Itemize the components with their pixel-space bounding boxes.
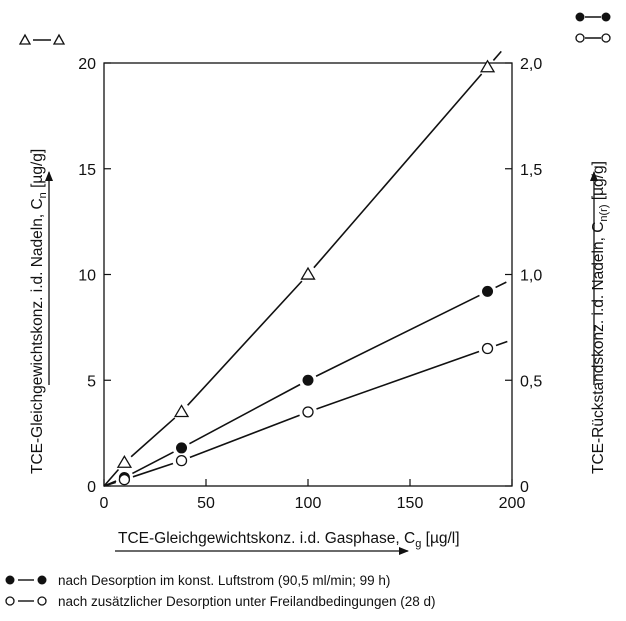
x-tick-label: 100 [295, 495, 322, 512]
x-axis-title: TCE-Gleichgewichtskonz. i.d. Gasphase, C… [118, 530, 460, 550]
open-circle-series-key [575, 33, 611, 43]
x-axis-label-unit: [µg/l] [421, 530, 459, 547]
legend-item-filled-circle: nach Desorption im konst. Luftstrom (90,… [4, 570, 390, 590]
open-circle-legend-icon [5, 596, 47, 606]
series-line-extension [495, 281, 507, 289]
series-line-extension [492, 50, 502, 61]
right-tick-label: 1,0 [520, 268, 542, 285]
legend-item-open-circle: nach zusätzlicher Desorption unter Freil… [4, 591, 435, 611]
triangle-series-key [18, 33, 66, 45]
left-axis-label: TCE-Gleichgewichtskonz. i.d. Nadeln, C [29, 198, 46, 474]
x-tick-label: 200 [499, 495, 526, 512]
series-line-segment [189, 414, 300, 459]
data-point-open-circle [481, 342, 494, 355]
series-layer [103, 50, 508, 487]
left-tick-label: 15 [78, 162, 96, 179]
filled-circle-legend-icon [5, 575, 47, 585]
left-tick-label: 5 [87, 373, 96, 390]
series-filled-circle [103, 281, 507, 487]
data-point-filled-circle [176, 442, 188, 454]
series-open-circle [103, 340, 508, 487]
left-tick-label: 20 [78, 56, 96, 73]
left-axis-label-sub: n [37, 192, 49, 198]
data-point-open-circle [302, 406, 314, 418]
right-tick-label: 1,5 [520, 162, 542, 179]
svg-text:TCE-Rückstandskonz. i.d. Nadel: TCE-Rückstandskonz. i.d. Nadeln, Cn(r) [… [590, 161, 610, 474]
data-point-triangle [116, 454, 133, 468]
x-tick-label: 150 [397, 495, 424, 512]
series-line-segment [315, 294, 480, 377]
right-axis-label: TCE-Rückstandskonz. i.d. Nadeln, C [590, 222, 607, 474]
right-axis-label-sub: n(r) [598, 204, 610, 221]
data-point-open-circle [118, 474, 131, 486]
data-point-triangle [173, 404, 190, 418]
data-point-filled-circle [302, 374, 314, 386]
data-point-triangle [300, 266, 316, 280]
right-tick-label: 0 [520, 479, 529, 496]
data-point-filled-circle [482, 285, 494, 297]
right-tick-label: 2,0 [520, 56, 542, 73]
series-line-segment [316, 350, 480, 410]
series-line-segment [130, 417, 176, 458]
left-axis-title: TCE-Gleichgewichtskonz. i.d. Nadeln, Cn … [29, 149, 49, 474]
filled-circle-series-key [575, 12, 611, 22]
x-axis-label: TCE-Gleichgewichtskonz. i.d. Gasphase, C [118, 530, 415, 547]
legend-label-filled-circle: nach Desorption im konst. Luftstrom (90,… [58, 572, 391, 588]
right-axis-title: TCE-Rückstandskonz. i.d. Nadeln, Cn(r) [… [590, 161, 610, 474]
data-point-open-circle [175, 454, 188, 467]
series-line-segment [313, 73, 483, 269]
x-tick-label: 0 [100, 495, 109, 512]
x-tick-label: 50 [197, 495, 215, 512]
data-point-triangle [479, 59, 496, 73]
series-line-segment [187, 280, 303, 406]
right-axis-label-unit: [µg/g] [590, 161, 607, 204]
series-line-segment [132, 462, 174, 478]
left-axis-label-unit: [µg/g] [29, 149, 46, 192]
series-line-segment [189, 383, 301, 445]
left-tick-label: 0 [87, 479, 96, 496]
svg-text:TCE-Gleichgewichtskonz. i.d. N: TCE-Gleichgewichtskonz. i.d. Nadeln, Cn … [29, 149, 49, 474]
series-line-segment [132, 451, 174, 475]
right-tick-label: 0,5 [520, 373, 542, 390]
svg-text:TCE-Gleichgewichtskonz. i.d. G: TCE-Gleichgewichtskonz. i.d. Gasphase, C… [118, 530, 460, 550]
series-line-segment [103, 481, 117, 487]
x-axis-label-sub: g [415, 538, 421, 550]
series-line-extension [495, 340, 508, 347]
series-open-triangle [103, 50, 502, 487]
legend-label-open-circle: nach zusätzlicher Desorption unter Freil… [58, 593, 436, 609]
left-tick-label: 10 [78, 268, 96, 285]
series-line-segment [103, 468, 120, 487]
